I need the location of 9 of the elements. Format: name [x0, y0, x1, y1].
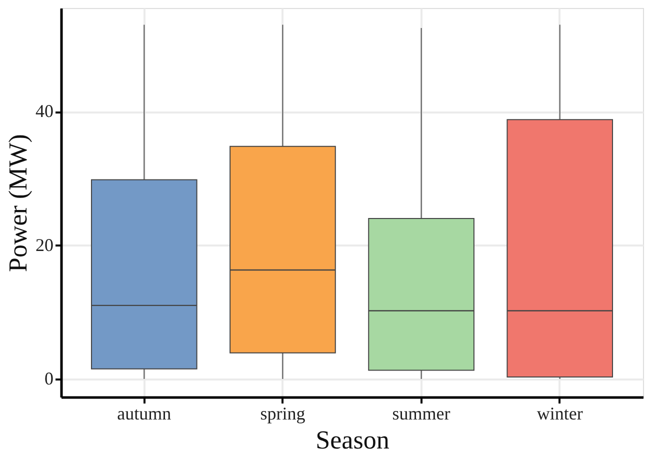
y-tick-label: 0 [44, 368, 54, 388]
y-axis-title: Power (MW) [4, 134, 32, 272]
x-tick-label: winter [536, 404, 583, 424]
x-tick-label: spring [260, 404, 306, 424]
x-tick-label: autumn [117, 404, 172, 424]
y-tick-label: 20 [36, 234, 54, 255]
y-tick-label: 40 [36, 101, 54, 122]
x-axis-title: Season [316, 426, 390, 454]
x-tick-label: summer [392, 404, 450, 424]
